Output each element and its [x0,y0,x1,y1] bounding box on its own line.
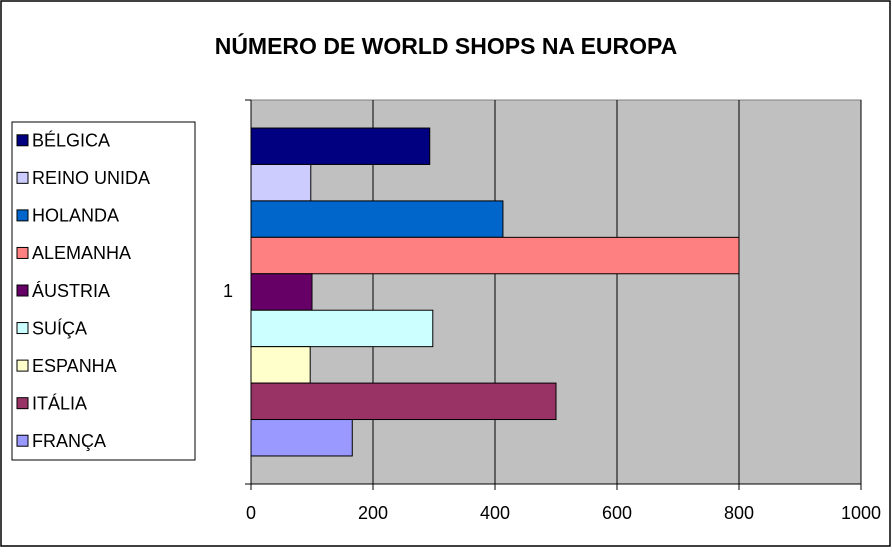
legend-box [11,121,196,461]
bar [250,127,431,165]
bar [250,273,313,311]
bar [250,200,504,238]
x-tick-label: 200 [358,503,388,523]
legend-swatch [16,284,29,297]
y-tick-label: 1 [223,281,233,301]
legend-label: BÉLGICA [32,131,110,151]
legend-swatch [16,322,29,335]
legend-label: ALEMANHA [32,243,131,263]
legend-swatch [16,359,29,372]
bar [250,346,311,384]
bar [250,163,312,202]
bar [250,236,740,275]
legend-label: ESPANHA [32,356,117,376]
bar [250,419,353,457]
legend-label: ÁUSTRIA [32,281,110,301]
legend-swatch [16,246,29,259]
x-tick-label: 800 [724,503,754,523]
legend-swatch [16,134,29,147]
x-tick-label: 0 [246,503,256,523]
legend-label: HOLANDA [32,206,119,226]
x-tick-label: 600 [602,503,632,523]
legend-swatch [16,171,29,184]
legend-label: SUÍÇA [32,318,87,338]
legend-swatch [16,397,29,410]
chart-title: NÚMERO DE WORLD SHOPS NA EUROPA [215,32,678,59]
legend-swatch [16,209,29,222]
bar [250,382,557,421]
x-tick-label: 1000 [841,503,881,523]
x-tick-label: 400 [480,503,510,523]
legend-label: FRANÇA [32,431,106,451]
legend-label: ITÁLIA [32,393,87,413]
legend-label: REINO UNIDA [32,168,150,188]
bar [250,309,434,348]
legend-swatch [16,434,29,447]
